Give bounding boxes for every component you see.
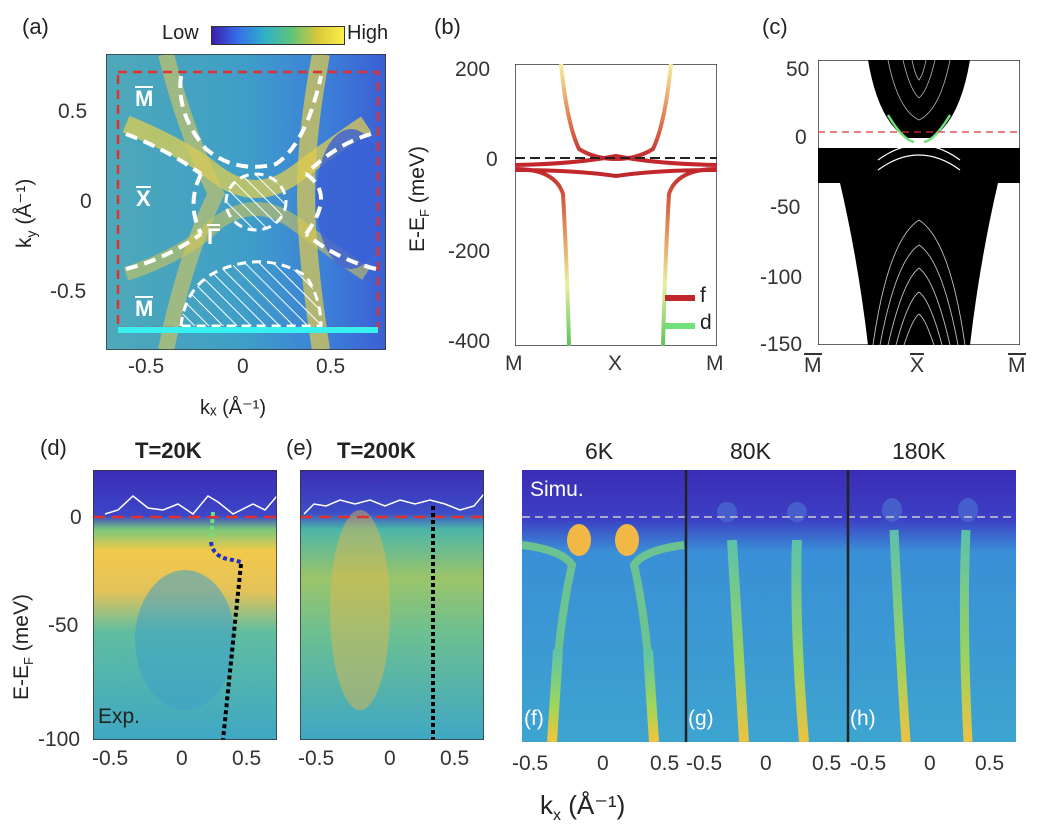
panel-d-tag: (d) (40, 435, 67, 460)
b-ytick-0: 200 (455, 58, 491, 81)
a-xtick-0: -0.5 (128, 355, 165, 378)
b-ytick-2: -200 (448, 240, 491, 263)
panel-a-tag: (a) (22, 14, 49, 39)
g-xtick-1: 0 (760, 752, 772, 775)
a-ylabel-sub: y (23, 230, 40, 238)
a-ytick-1: 0 (80, 190, 92, 213)
bottom-xlabel-unit: (Å⁻¹) (561, 790, 626, 820)
a-ytick-0: 0.5 (58, 100, 88, 123)
panel-d-spectrum (93, 470, 277, 740)
b-xtick-0: M (505, 352, 523, 375)
panel-e-title: T=200K (337, 438, 416, 463)
h-xtick-1: 0 (924, 752, 936, 775)
panel-e-spectrum (300, 470, 484, 740)
c-ytick-0: 50 (786, 58, 810, 81)
e-xtick-0: -0.5 (298, 747, 335, 770)
b-ylabel-main: E-E (406, 216, 429, 252)
g-xtick-2: 0.5 (812, 752, 842, 775)
b-legend-d: d (700, 311, 712, 334)
b-xtick-2: M (706, 352, 724, 375)
b-ytick-3: -400 (448, 330, 491, 353)
c-ytick-2: -50 (770, 196, 801, 219)
bottom-xlabel: kx (Å⁻¹) (540, 790, 625, 825)
colorbar (211, 26, 345, 45)
f-xtick-0: -0.5 (512, 752, 549, 775)
b-legend-f: f (700, 284, 706, 307)
panel-h-tag: (h) (850, 707, 876, 730)
d-ylabel-main: E-E (10, 664, 33, 700)
h-xtick-2: 0.5 (975, 752, 1005, 775)
c-xtick-2: M (1008, 353, 1026, 377)
panel-c-slab-bands (818, 60, 1020, 345)
panel-d-title: T=20K (135, 438, 202, 463)
e-xtick-2: 0.5 (440, 747, 470, 770)
point-label-M-bottom: M (135, 296, 154, 321)
c-ytick-4: -150 (760, 333, 803, 356)
a-xlabel: kₓ (Å⁻¹) (200, 397, 266, 419)
panel-c-tag: (c) (762, 14, 788, 39)
panel-b-bands (515, 64, 717, 346)
point-label-X: X (136, 186, 151, 211)
panel-g-title: 80K (730, 438, 771, 464)
d-ylabel-sub: F (21, 657, 37, 665)
b-ylabel: E-EF (meV) (406, 146, 432, 252)
a-xtick-2: 0.5 (316, 355, 346, 378)
c-ytick-1: 0 (795, 126, 807, 149)
a-ylabel: ky (Å⁻¹) (12, 179, 39, 248)
d-ylabel-unit: (meV) (10, 594, 33, 652)
a-ylabel-unit: (Å⁻¹) (13, 178, 36, 225)
d-xtick-2: 0.5 (232, 747, 262, 770)
d-ytick-0: 0 (70, 506, 82, 529)
b-ytick-1: 0 (486, 148, 498, 171)
d-xtick-1: 0 (176, 747, 188, 770)
panel-f-tag: (f) (524, 707, 544, 730)
a-ylabel-main: k (13, 237, 36, 249)
panel-f-title: 6K (585, 438, 614, 464)
panel-a-heatmap (106, 54, 386, 350)
d-ytick-1: -50 (48, 614, 79, 637)
point-label-M-top: M (135, 86, 154, 111)
f-xtick-2: 0.5 (650, 752, 680, 775)
c-ytick-3: -100 (760, 266, 803, 289)
d-xtick-0: -0.5 (92, 747, 129, 770)
panel-e-tag: (e) (286, 435, 313, 460)
f-xtick-1: 0 (597, 752, 609, 775)
a-ytick-2: -0.5 (50, 280, 87, 303)
bottom-xlabel-main: k (540, 790, 553, 820)
panel-g-tag: (g) (688, 707, 714, 730)
colorbar-low-label: Low (162, 22, 199, 44)
b-ylabel-sub: F (417, 209, 433, 217)
b-xtick-1: X (608, 352, 623, 375)
a-xtick-1: 0 (237, 355, 249, 378)
d-ytick-2: -100 (38, 728, 81, 751)
colorbar-high-label: High (347, 22, 389, 44)
panel-b-tag: (b) (434, 14, 461, 39)
bottom-xlabel-sub: x (553, 807, 561, 825)
panel-h-title: 180K (892, 438, 946, 464)
b-ylabel-unit: (meV) (406, 146, 429, 210)
panels-fgh-simulation (522, 470, 1016, 742)
h-xtick-0: -0.5 (850, 752, 887, 775)
panel-d-exp-label: Exp. (98, 705, 141, 728)
c-xtick-1: X (910, 353, 925, 377)
panel-f-simu-label: Simu. (530, 478, 584, 501)
e-xtick-1: 0 (384, 747, 396, 770)
point-label-gamma: Γ (207, 224, 221, 249)
c-xtick-0: M (804, 353, 822, 377)
d-ylabel: E-EF (meV) (10, 594, 36, 700)
g-xtick-0: -0.5 (686, 752, 723, 775)
